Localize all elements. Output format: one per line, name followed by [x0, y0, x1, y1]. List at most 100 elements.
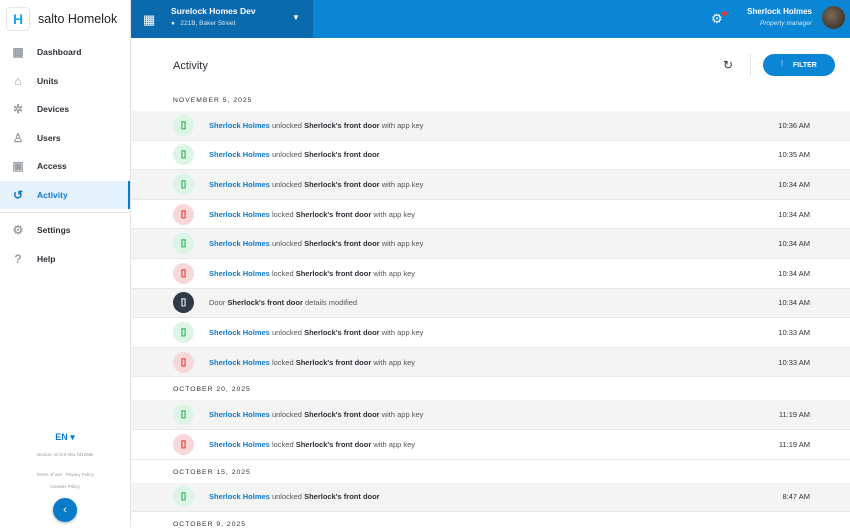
activity-time: 10:34 AM — [778, 179, 810, 189]
activity-time: 11:19 AM — [778, 410, 810, 420]
site-selector[interactable]: ▦ Surelock Homes Dev ● 221B, Baker Stree… — [131, 0, 313, 38]
user-name[interactable]: Sherlock Holmes — [747, 7, 812, 16]
site-address: ● 221B, Baker Street — [171, 20, 236, 27]
activity-row[interactable]: ▯ Sherlock Holmes locked Sherlock's fron… — [131, 347, 850, 378]
activity-text: Sherlock Holmes unlocked Sherlock's fron… — [209, 179, 424, 189]
sidebar-item-access[interactable]: ▣ Access — [0, 152, 130, 181]
header: ▦ Surelock Homes Dev ● 221B, Baker Stree… — [131, 0, 850, 38]
sliders-icon: ⫶ — [781, 61, 783, 68]
activity-text: Door Sherlock's front door details modif… — [209, 298, 358, 308]
activity-text: Sherlock Holmes locked Sherlock's front … — [209, 439, 416, 449]
activity-text: Sherlock Holmes unlocked Sherlock's fron… — [209, 410, 424, 420]
activity-row[interactable]: ▯ Sherlock Holmes unlocked Sherlock's fr… — [131, 229, 850, 259]
activity-time: 10:33 AM — [778, 357, 810, 367]
activity-row[interactable]: ▯ Sherlock Holmes unlocked Sherlock's fr… — [131, 482, 850, 513]
unlocked-door-icon: ▯ — [173, 173, 194, 195]
app-name: salto Homelok — [38, 12, 118, 26]
activity-row[interactable]: ▯ Sherlock Holmes unlocked Sherlock's fr… — [131, 400, 850, 430]
sidebar-item-settings[interactable]: ⚙ Settings — [0, 216, 130, 245]
activity-row[interactable]: ▯ Sherlock Holmes locked Sherlock's fron… — [131, 200, 850, 230]
logo[interactable]: H salto Homelok — [0, 0, 130, 38]
sidebar-item-label: Access — [37, 161, 67, 172]
filter-button[interactable]: ⫶ FILTER — [763, 54, 835, 76]
notifications-icon[interactable]: ⚙ — [711, 11, 723, 26]
sidebar-item-label: Units — [37, 75, 59, 86]
actor-link[interactable]: Sherlock Holmes — [209, 439, 270, 449]
language-select[interactable]: EN ▾ — [0, 432, 130, 443]
activity-row[interactable]: ▯ Sherlock Holmes unlocked Sherlock's fr… — [131, 170, 850, 200]
activity-text: Sherlock Holmes unlocked Sherlock's fron… — [209, 327, 424, 337]
activity-time: 10:33 AM — [778, 327, 810, 337]
activity-row[interactable]: ▯ Sherlock Holmes unlocked Sherlock's fr… — [131, 111, 850, 141]
actor-link[interactable]: Sherlock Holmes — [209, 179, 270, 189]
door-name: Sherlock's front door — [304, 492, 380, 502]
collapse-sidebar-button[interactable]: ‹ — [53, 498, 77, 522]
notification-dot — [722, 11, 727, 16]
home-icon: ⌂ — [14, 73, 22, 88]
sidebar-item-label: Activity — [37, 189, 68, 200]
avatar[interactable] — [822, 6, 845, 29]
location-icon: ● — [171, 20, 175, 27]
activity-time: 10:34 AM — [778, 298, 810, 308]
actor-link[interactable]: Sherlock Holmes — [209, 492, 270, 502]
privacy-link[interactable]: Privacy Policy — [65, 472, 94, 477]
date-header: OCTOBER 20, 2025 — [173, 386, 251, 394]
cookies-link[interactable]: Cookies Policy — [50, 484, 80, 489]
actor-link[interactable]: Sherlock Holmes — [209, 410, 270, 420]
sidebar-item-units[interactable]: ⌂ Units — [0, 67, 130, 96]
activity-text: Sherlock Holmes unlocked Sherlock's fron… — [209, 492, 380, 502]
activity-row[interactable]: ▯ Sherlock Holmes unlocked Sherlock's fr… — [131, 141, 850, 171]
sidebar-item-label: Help — [37, 253, 56, 264]
network-icon: ✲ — [12, 102, 24, 117]
nav-divider — [0, 212, 130, 213]
caret-down-icon: ▼ — [292, 13, 300, 22]
sidebar-item-devices[interactable]: ✲ Devices — [0, 95, 130, 124]
actor-link[interactable]: Sherlock Holmes — [209, 327, 270, 337]
sidebar-item-dashboard[interactable]: ▦ Dashboard — [0, 38, 130, 67]
terms-link[interactable]: Terms of use — [36, 472, 62, 477]
door-modified-icon: ▯ — [173, 292, 194, 314]
unlocked-door-icon: ▯ — [173, 114, 194, 136]
sidebar-item-label: Dashboard — [37, 47, 82, 58]
actor-link[interactable]: Sherlock Holmes — [209, 150, 270, 160]
user-role: Property manager — [759, 20, 812, 27]
activity-time: 8:47 AM — [782, 492, 810, 502]
refresh-icon[interactable]: ↻ — [723, 58, 734, 72]
door-name: Sherlock's front door — [295, 357, 372, 367]
chevron-left-icon: ‹ — [63, 504, 67, 516]
actor-link[interactable]: Sherlock Holmes — [209, 268, 270, 278]
door-name: Sherlock's front door — [304, 179, 380, 189]
actor-link[interactable]: Sherlock Holmes — [209, 120, 270, 130]
divider — [750, 54, 751, 76]
activity-time: 10:35 AM — [778, 150, 810, 160]
building-icon: ▦ — [143, 12, 156, 27]
activity-row[interactable]: ▯ Sherlock Holmes locked Sherlock's fron… — [131, 430, 850, 460]
site-name: Surelock Homes Dev — [171, 6, 256, 16]
unlocked-door-icon: ▯ — [173, 486, 194, 508]
door-name: Sherlock's front door — [304, 327, 380, 337]
locked-door-icon: ▯ — [173, 262, 194, 284]
door-name: Sherlock's front door — [304, 239, 380, 249]
sidebar-item-label: Users — [37, 132, 61, 143]
actor-link[interactable]: Sherlock Holmes — [209, 357, 270, 367]
sidebar-item-help[interactable]: ? Help — [0, 245, 130, 274]
actor-link[interactable]: Sherlock Holmes — [209, 239, 270, 249]
activity-row[interactable]: ▯ Sherlock Holmes unlocked Sherlock's fr… — [131, 318, 850, 348]
activity-time: 10:36 AM — [778, 120, 810, 130]
history-icon: ↺ — [12, 187, 24, 202]
door-name: Sherlock's front door — [227, 298, 303, 308]
sidebar: H salto Homelok ▦ Dashboard ⌂ Units ✲ Devices… — [0, 0, 131, 527]
activity-row[interactable]: ▯ Sherlock Holmes locked Sherlock's fron… — [131, 259, 850, 289]
sidebar-item-users[interactable]: ♙ Users — [0, 124, 130, 153]
sidebar-item-label: Devices — [37, 104, 70, 115]
door-name: Sherlock's front door — [304, 410, 380, 420]
actor-link[interactable]: Sherlock Holmes — [209, 209, 270, 219]
sidebar-item-activity[interactable]: ↺ Activity — [0, 180, 130, 209]
door-name: Sherlock's front door — [295, 439, 372, 449]
activity-text: Sherlock Holmes unlocked Sherlock's fron… — [209, 120, 424, 130]
activity-row[interactable]: ▯ Door Sherlock's front door details mod… — [131, 288, 850, 319]
activity-text: Sherlock Holmes locked Sherlock's front … — [209, 357, 416, 367]
date-header: NOVEMBER 5, 2025 — [173, 97, 253, 104]
grid-icon: ▦ — [12, 45, 24, 60]
date-header: OCTOBER 15, 2025 — [173, 468, 251, 476]
